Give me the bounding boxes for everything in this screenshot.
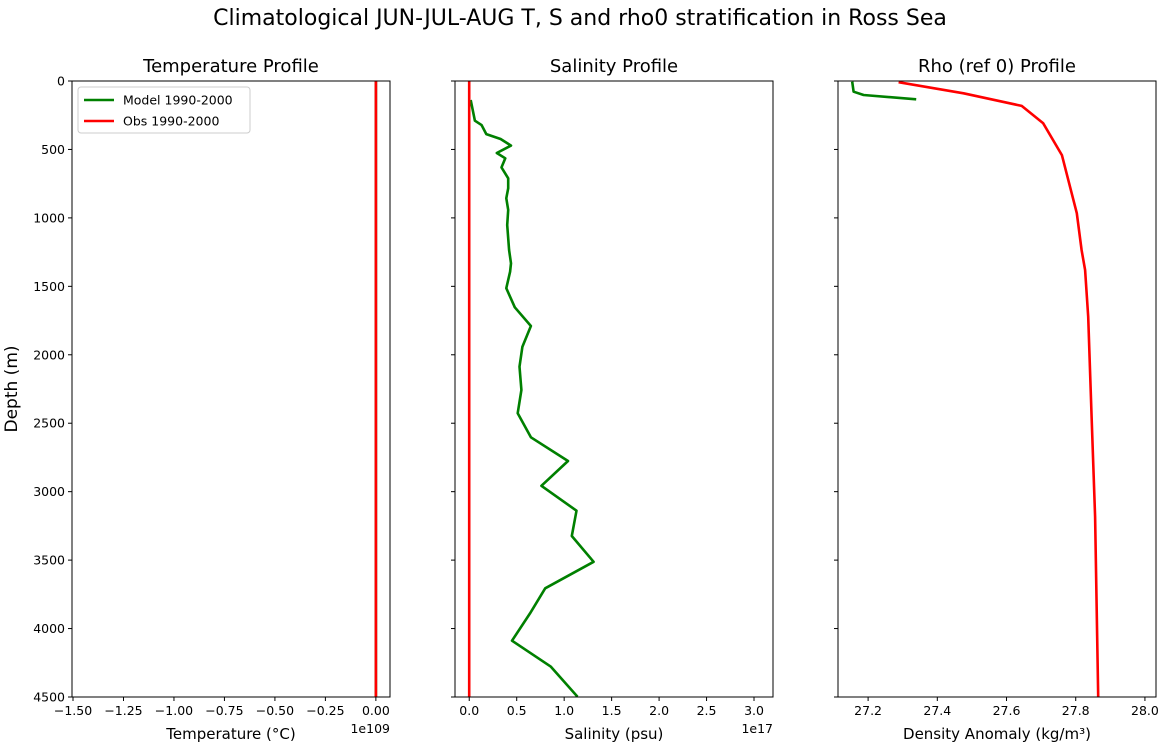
x-axis-label: Temperature (°C) xyxy=(165,725,295,743)
y-tick-label: 1500 xyxy=(33,279,65,294)
x-tick-label: −1.25 xyxy=(104,703,142,718)
y-tick-label: 2500 xyxy=(33,416,65,431)
x-tick-label: 27.2 xyxy=(854,703,882,718)
legend: Model 1990-2000 Obs 1990-2000 xyxy=(77,86,251,134)
x-axis-label: Salinity (psu) xyxy=(565,725,664,743)
series-line-obs xyxy=(898,81,1100,697)
y-tick-label: 3500 xyxy=(33,553,65,568)
legend-label: Model 1990-2000 xyxy=(123,93,233,108)
y-tick-label: 500 xyxy=(41,142,65,157)
y-tick-label: 1000 xyxy=(33,210,65,225)
y-tick-label: 3000 xyxy=(33,484,65,499)
x-tick-label: 1.0 xyxy=(554,703,574,718)
panel-title: Rho (ref 0) Profile xyxy=(918,56,1076,77)
x-tick-label: −0.50 xyxy=(256,703,294,718)
y-tick-label: 4500 xyxy=(33,690,65,705)
panel-0: Temperature Profile 0 500 1000 1500 2000 2500 3… xyxy=(33,56,391,743)
axes-frame xyxy=(71,80,391,698)
legend-label: Obs 1990-2000 xyxy=(123,114,219,129)
axes-frame xyxy=(454,80,774,698)
x-tick-label: 28.0 xyxy=(1131,703,1159,718)
x-tick-label: −1.50 xyxy=(54,703,92,718)
x-tick-label: 27.6 xyxy=(993,703,1021,718)
panel-title: Salinity Profile xyxy=(550,56,678,77)
series-group xyxy=(850,81,1100,697)
axes-frame xyxy=(837,80,1157,698)
x-tick-label: 27.4 xyxy=(923,703,951,718)
panel-2: Rho (ref 0) Profile 27.2 27.4 27.6 27.8 28.0 D… xyxy=(834,56,1159,743)
y-tick-label: 0 xyxy=(57,74,65,89)
series-line-model xyxy=(850,81,917,101)
x-tick-label: 0.00 xyxy=(362,703,390,718)
figure-title: Climatological JUN-JUL-AUG T, S and rho0… xyxy=(213,6,947,31)
x-tick-label: 27.8 xyxy=(1062,703,1090,718)
panel-1: Salinity Profile 0.0 0.5 1.0 1.5 2.0 2.5 3.0 Sal… xyxy=(451,56,774,743)
x-tick-label: 0.0 xyxy=(459,703,479,718)
x-tick-label: 1.5 xyxy=(602,703,622,718)
x-tick-label: −0.25 xyxy=(306,703,344,718)
x-tick-label: 2.5 xyxy=(697,703,717,718)
x-tick-label: 0.5 xyxy=(507,703,527,718)
series-group xyxy=(467,81,595,697)
x-axis-label: Density Anomaly (kg/m³) xyxy=(903,725,1091,743)
x-tick-label: 3.0 xyxy=(744,703,764,718)
x-offset-text: 1e17 xyxy=(741,721,773,736)
x-tick-label: 2.0 xyxy=(649,703,669,718)
y-tick-label: 4000 xyxy=(33,621,65,636)
y-axis-label: Depth (m) xyxy=(2,345,22,432)
panel-title: Temperature Profile xyxy=(142,56,319,77)
x-offset-text: 1e109 xyxy=(350,721,390,736)
legend-frame xyxy=(77,86,251,134)
y-tick-label: 2000 xyxy=(33,347,65,362)
series-line-model xyxy=(469,99,595,697)
x-tick-label: −0.75 xyxy=(205,703,243,718)
x-tick-label: −1.00 xyxy=(155,703,193,718)
